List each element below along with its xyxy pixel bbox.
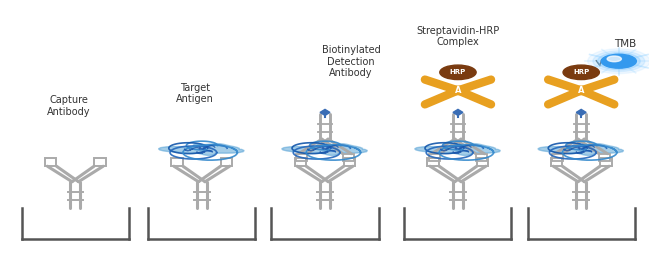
Polygon shape	[320, 109, 330, 115]
Text: A: A	[578, 86, 584, 95]
Circle shape	[597, 53, 640, 70]
Circle shape	[588, 49, 650, 74]
Text: Streptavidin-HRP
Complex: Streptavidin-HRP Complex	[417, 26, 500, 47]
Polygon shape	[538, 144, 623, 155]
Circle shape	[571, 86, 592, 95]
Text: A: A	[455, 86, 461, 95]
Circle shape	[448, 86, 469, 95]
Circle shape	[563, 65, 599, 80]
Circle shape	[440, 65, 476, 80]
Circle shape	[601, 54, 636, 68]
Text: HRP: HRP	[450, 69, 466, 75]
Polygon shape	[159, 144, 244, 155]
Text: Capture
Antibody: Capture Antibody	[47, 95, 90, 117]
Text: TMB: TMB	[614, 39, 636, 49]
Text: Target
Antigen: Target Antigen	[176, 82, 214, 104]
Polygon shape	[453, 109, 463, 115]
Polygon shape	[415, 144, 500, 155]
Circle shape	[607, 56, 621, 62]
Text: HRP: HRP	[573, 69, 590, 75]
Polygon shape	[577, 109, 586, 115]
Circle shape	[593, 51, 645, 72]
Text: Biotinylated
Detection
Antibody: Biotinylated Detection Antibody	[322, 45, 380, 78]
Polygon shape	[281, 144, 367, 155]
